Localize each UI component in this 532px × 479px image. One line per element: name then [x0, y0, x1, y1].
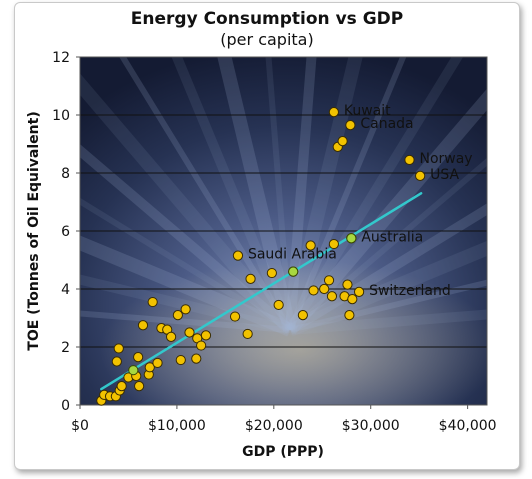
data-point: [134, 381, 145, 392]
data-point: [147, 296, 158, 308]
light-ray: [80, 274, 292, 335]
light-ray: [289, 279, 487, 333]
data-point: [319, 283, 330, 295]
data-point-highlighted: [346, 233, 357, 244]
y-tick-label: 0: [61, 398, 70, 414]
data-point: [323, 275, 335, 286]
data-point: [328, 107, 339, 118]
x-tick-label: $10,000: [148, 418, 206, 434]
data-point: [245, 273, 256, 284]
data-point: [232, 250, 244, 261]
data-point: [404, 154, 415, 166]
data-point: [175, 354, 186, 366]
data-point: [116, 381, 127, 392]
country-label: Canada: [360, 116, 413, 132]
country-label: Saudi Arabia: [248, 247, 337, 263]
data-point: [266, 267, 277, 279]
x-axis-label: GDP (PPP): [242, 444, 324, 460]
data-point: [137, 320, 149, 331]
data-point-highlighted: [288, 266, 299, 277]
light-ray: [217, 57, 297, 332]
data-point: [144, 362, 155, 373]
data-point: [196, 340, 207, 351]
light-ray: [80, 197, 292, 333]
data-point: [305, 240, 316, 251]
data-point: [337, 136, 348, 147]
data-point: [347, 294, 358, 305]
y-axis: 0 2 4 6 8 10 12: [52, 50, 80, 414]
light-ray: [119, 57, 293, 332]
data-point: [111, 356, 122, 367]
data-point: [273, 299, 284, 311]
light-ray: [80, 144, 294, 334]
light-ray: [289, 309, 487, 335]
data-point: [353, 286, 365, 297]
country-label: Kuwait: [344, 103, 391, 119]
y-tick-label: 6: [61, 224, 70, 240]
data-point: [200, 330, 212, 341]
data-point: [229, 311, 241, 322]
data-point: [328, 238, 339, 250]
y-tick-label: 10: [52, 108, 70, 124]
data-point: [297, 310, 308, 321]
light-ray: [80, 73, 296, 335]
data-points: [96, 107, 426, 406]
data-point: [342, 279, 353, 290]
gridlines: [80, 114, 487, 348]
y-tick-label: 12: [52, 50, 70, 66]
x-tick-label: $20,000: [245, 418, 303, 434]
light-ray: [171, 57, 295, 332]
data-point: [308, 285, 319, 296]
data-point: [152, 357, 163, 369]
data-point: [415, 170, 426, 181]
light-ray: [285, 57, 317, 331]
light-ray: [265, 57, 293, 331]
data-point: [345, 120, 356, 131]
data-point: [184, 327, 195, 338]
data-point: [133, 352, 144, 363]
country-label: Australia: [361, 229, 423, 245]
x-axis: $0 $10,000 $20,000 $30,000 $40,000: [71, 405, 497, 434]
data-point: [180, 304, 191, 315]
x-tick-label: $40,000: [439, 418, 497, 434]
city-lights-glow: [100, 260, 487, 405]
x-tick-label: $0: [71, 418, 89, 434]
data-point: [172, 310, 183, 321]
y-tick-label: 8: [61, 166, 70, 182]
data-point: [113, 343, 124, 354]
data-point: [191, 353, 202, 364]
x-tick-label: $30,000: [342, 418, 400, 434]
light-ray: [283, 57, 363, 332]
country-label: Norway: [419, 151, 472, 167]
chart-title: Energy Consumption vs GDP: [131, 9, 403, 29]
y-axis-label: TOE (Tonnes of Oil Equivalent): [26, 111, 42, 350]
light-ray: [285, 57, 464, 333]
country-label: USA: [430, 167, 459, 183]
chart-subtitle: (per capita): [220, 30, 313, 49]
trend-line: [100, 192, 423, 391]
data-point-highlighted: [128, 365, 139, 376]
data-point: [326, 291, 338, 302]
light-ray: [80, 235, 293, 337]
light-rays: [80, 57, 487, 337]
light-ray: [80, 310, 291, 333]
light-ray: [284, 88, 487, 335]
data-point: [344, 310, 355, 321]
country-label: Switzerland: [369, 283, 451, 299]
data-point: [242, 328, 253, 340]
y-tick-label: 2: [61, 340, 70, 356]
light-ray: [287, 203, 487, 335]
light-ray: [287, 57, 407, 332]
y-tick-label: 4: [61, 282, 70, 298]
data-point: [165, 331, 177, 342]
